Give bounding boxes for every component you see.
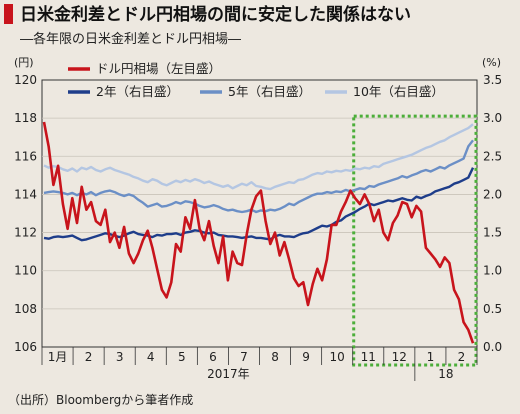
right-tick-label: 0.0	[483, 340, 502, 354]
chart-subtitle: ―各年限の日米金利差とドル円相場―	[20, 31, 241, 47]
right-tick-label: 0.5	[483, 302, 502, 316]
plot-frame	[41, 79, 478, 348]
legend-label: 5年（右目盛）	[228, 84, 311, 99]
month-label: 8	[271, 350, 279, 364]
month-label: 2	[458, 350, 466, 364]
right-tick-label: 2.5	[483, 149, 502, 163]
title-marker	[4, 4, 13, 24]
left-tick-label: 118	[14, 111, 37, 125]
year-label: 18	[438, 367, 453, 381]
chart-title: 日米金利差とドル円相場の間に安定した関係はない	[20, 4, 411, 25]
series-line-2	[43, 139, 474, 214]
legend: ドル円相場（左目盛） 2年（右目盛） 5年（右目盛） 10年（右目盛）	[68, 61, 444, 99]
left-axis-ticks: 106 108 110 112 114 116 118 120	[14, 73, 37, 354]
left-axis-unit: (円)	[14, 56, 34, 69]
right-tick-label: 1.5	[483, 226, 502, 240]
left-tick-label: 120	[14, 73, 37, 87]
left-tick-label: 112	[14, 226, 37, 240]
right-axis-ticks: 0.0 0.5 1.0 1.5 2.0 2.5 3.0 3.5	[483, 73, 502, 354]
legend-label: 2年（右目盛）	[96, 84, 179, 99]
right-tick-label: 1.0	[483, 264, 502, 278]
month-label: 9	[302, 350, 310, 364]
legend-label: ドル円相場（左目盛）	[96, 61, 221, 76]
month-label: 3	[116, 350, 124, 364]
right-axis-unit: (%)	[482, 56, 501, 69]
month-label: 7	[240, 350, 248, 364]
right-tick-label: 2.0	[483, 187, 502, 201]
left-tick-label: 116	[14, 149, 37, 163]
series-line-3	[43, 123, 474, 191]
left-tick-label: 110	[14, 264, 37, 278]
month-label: 1	[427, 350, 435, 364]
month-label: 11	[361, 350, 376, 364]
month-label: 2	[85, 350, 93, 364]
gridlines	[42, 117, 477, 310]
month-label: 5	[178, 350, 186, 364]
right-tick-label: 3.0	[483, 111, 502, 125]
left-tick-label: 106	[14, 340, 37, 354]
month-label: 6	[209, 350, 217, 364]
legend-label: 10年（右目盛）	[353, 84, 444, 99]
series-line-0	[42, 121, 475, 344]
source-note: （出所）Bloombergから筆者作成	[8, 393, 193, 407]
month-label: 10	[330, 350, 345, 364]
left-tick-label: 108	[14, 302, 37, 316]
month-label: 1月	[48, 350, 68, 364]
plot-border	[41, 79, 478, 348]
series-layer	[42, 121, 475, 344]
month-label: 4	[147, 350, 155, 364]
year-label: 2017年	[207, 367, 250, 381]
left-tick-label: 114	[14, 187, 37, 201]
right-tick-label: 3.5	[483, 73, 502, 87]
month-label: 12	[392, 350, 407, 364]
